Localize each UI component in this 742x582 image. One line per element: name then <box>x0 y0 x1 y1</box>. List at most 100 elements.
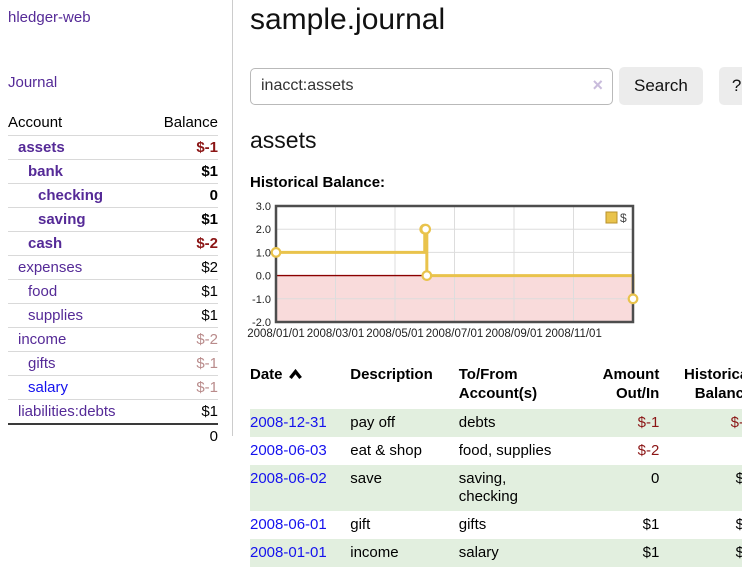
sidebar-item-journal[interactable]: Journal <box>8 74 58 91</box>
clear-search-icon[interactable]: × <box>592 74 603 95</box>
column-header: To/From Account(s) <box>458 366 538 402</box>
column-header: Description <box>350 366 433 383</box>
account-link[interactable]: income <box>18 331 67 348</box>
account-balance: $1 <box>147 399 218 424</box>
txn-accounts: debts <box>458 414 496 431</box>
account-link[interactable]: salary <box>28 379 69 396</box>
account-link[interactable]: cash <box>28 235 63 252</box>
account-row: checking 0 <box>8 183 218 208</box>
svg-text:2008/01/01: 2008/01/01 <box>247 328 305 340</box>
help-button[interactable]: ? <box>718 67 742 105</box>
svg-text:2008/09/01: 2008/09/01 <box>485 328 543 340</box>
account-balance: $-2 <box>147 231 218 256</box>
account-column-header: Account <box>8 114 63 131</box>
account-balance: $-1 <box>147 351 218 376</box>
app-title-link[interactable]: hledger-web <box>8 9 91 26</box>
account-row: expenses $2 <box>8 255 218 280</box>
date-link[interactable]: 2008-06-01 <box>250 516 327 533</box>
transaction-row: 2008-01-01 income salary $1 $1 <box>250 539 742 567</box>
account-link[interactable]: food <box>28 283 58 300</box>
svg-text:2008/11/01: 2008/11/01 <box>545 328 602 340</box>
account-row: saving $1 <box>8 207 218 232</box>
txn-description: eat & shop <box>350 442 422 459</box>
account-link[interactable]: expenses <box>18 259 83 276</box>
search-input[interactable] <box>250 67 613 105</box>
txn-amount: $1 <box>642 544 660 561</box>
account-row: salary $-1 <box>8 375 218 400</box>
account-heading: assets <box>250 127 317 153</box>
account-row: gifts $-1 <box>8 351 218 376</box>
account-row: income $-2 <box>8 327 218 352</box>
data-point-marker <box>420 223 432 235</box>
account-balance: $-1 <box>147 135 218 160</box>
date-link[interactable]: 2008-06-03 <box>250 442 327 459</box>
sort-ascending-icon <box>288 368 302 380</box>
account-balance: $1 <box>147 279 218 304</box>
search-form: × Search ? <box>250 67 742 105</box>
account-balance: $1 <box>147 159 218 184</box>
date-link[interactable]: 2008-12-31 <box>250 414 327 431</box>
account-link[interactable]: supplies <box>28 307 84 324</box>
date-link[interactable]: 2008-06-02 <box>250 470 327 487</box>
account-balance: $1 <box>147 303 218 328</box>
svg-text:-1.0: -1.0 <box>252 294 271 306</box>
transactions-table: Date Description To/From Account(s) Amount Ou… <box>250 363 742 567</box>
account-link[interactable]: liabilities:debts <box>18 403 116 420</box>
transaction-row: 2008-06-02 save saving, checking 0 $2 <box>250 465 742 511</box>
txn-amount: $-2 <box>637 442 660 459</box>
svg-text:2008/07/01: 2008/07/01 <box>426 328 484 340</box>
txn-description: pay off <box>350 414 395 431</box>
txn-balance: $-1 <box>730 414 742 431</box>
svg-text:2008/03/01: 2008/03/01 <box>307 328 365 340</box>
txn-accounts: gifts <box>458 516 487 533</box>
svg-text:2.0: 2.0 <box>256 224 271 236</box>
account-link[interactable]: checking <box>38 187 104 204</box>
account-link[interactable]: assets <box>18 139 65 156</box>
account-row: cash $-2 <box>8 231 218 256</box>
balance-column-header: Balance <box>163 114 218 131</box>
account-link[interactable]: gifts <box>28 355 56 372</box>
txn-accounts: salary <box>458 544 499 561</box>
column-header: Amount Out/In <box>602 366 660 402</box>
txn-balance: $2 <box>735 516 742 533</box>
data-point-marker <box>270 247 282 258</box>
txn-amount: $1 <box>642 516 660 533</box>
legend-swatch <box>605 211 618 224</box>
svg-text:2008/05/01: 2008/05/01 <box>366 328 424 340</box>
data-point-marker <box>627 293 639 305</box>
account-row: bank $1 <box>8 159 218 184</box>
svg-text:0.0: 0.0 <box>256 271 271 283</box>
account-link[interactable]: saving <box>38 211 86 228</box>
date-sort-header[interactable]: Date <box>250 363 350 409</box>
transactions-header-row: Date Description To/From Account(s) Amount Ou… <box>250 363 742 409</box>
total-spacer <box>8 423 148 448</box>
account-balance: $1 <box>147 207 218 232</box>
sidebar: hledger-web Journal Account Balance asse… <box>0 0 233 448</box>
accounts-table: Account Balance assets $-1 bank $1 checking 0… <box>8 111 218 448</box>
accounts-header-row: Account Balance <box>8 111 218 136</box>
account-row: liabilities:debts $1 <box>8 399 218 424</box>
chart-title: Historical Balance: <box>250 174 386 191</box>
accounts-total-row: 0 <box>8 423 218 448</box>
svg-text:-2.0: -2.0 <box>252 317 271 329</box>
account-balance: $2 <box>147 255 218 280</box>
txn-amount: 0 <box>650 470 660 487</box>
account-balance: $-1 <box>147 375 218 400</box>
account-row: food $1 <box>8 279 218 304</box>
svg-text:1.0: 1.0 <box>256 247 271 259</box>
data-point-marker <box>421 270 433 281</box>
txn-balance: $2 <box>735 470 742 487</box>
txn-balance: $1 <box>735 544 742 561</box>
account-link[interactable]: bank <box>28 163 64 180</box>
plot-frame <box>274 204 635 324</box>
date-link[interactable]: 2008-01-01 <box>250 544 327 561</box>
account-row: supplies $1 <box>8 303 218 328</box>
search-button[interactable]: Search <box>619 67 703 105</box>
legend-label: $ <box>620 211 627 225</box>
account-balance: 0 <box>147 183 218 208</box>
txn-amount: $-1 <box>637 414 660 431</box>
account-row: assets $-1 <box>8 135 218 160</box>
